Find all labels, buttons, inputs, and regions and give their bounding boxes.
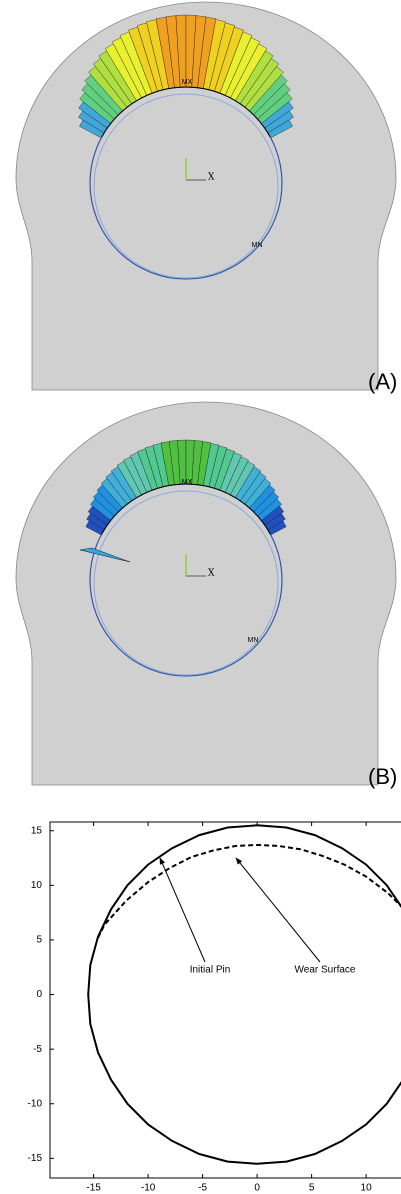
y-tick-label: 5	[36, 935, 42, 946]
annotation: Wear Surface	[295, 965, 356, 976]
annotation: Initial Pin	[190, 965, 231, 976]
y-tick-label: -5	[33, 1044, 42, 1055]
x-tick-label: 0	[254, 1183, 260, 1194]
panel-a: X MX MN (A)	[16, 2, 397, 394]
annotation-arrow	[160, 858, 205, 962]
panel-label: (A)	[368, 369, 397, 394]
x-tick-label: 10	[361, 1183, 373, 1194]
max-marker: MX	[182, 79, 193, 86]
y-tick-label: 15	[31, 825, 43, 836]
y-tick-label: 10	[31, 880, 43, 891]
axis-label: X	[208, 173, 215, 183]
x-tick-label: -10	[141, 1183, 156, 1194]
x-tick-label: -15	[86, 1183, 101, 1194]
min-marker: MN	[248, 637, 259, 644]
plot-area	[88, 825, 401, 1164]
figure: X MX MN (A) X MX MN (B) -15-10-50510-15-…	[0, 0, 401, 1194]
max-marker: MX	[182, 479, 193, 486]
y-tick-label: -15	[28, 1153, 43, 1164]
panel-b: X MX MN (B)	[16, 402, 397, 789]
annotation-arrow	[236, 858, 320, 962]
plot-frame	[50, 822, 401, 1178]
y-tick-label: -10	[28, 1098, 43, 1109]
series-line	[98, 845, 401, 938]
chart: -15 -10 -5 0 5 10 -15 -10 -5 0 5 10 15 Initial Pin Wea…	[28, 822, 401, 1194]
series-line	[88, 825, 401, 1164]
panel-label: (B)	[368, 764, 397, 789]
x-tick-label: 5	[309, 1183, 315, 1194]
y-tick-label: 0	[36, 989, 42, 1000]
min-marker: MN	[252, 242, 263, 249]
axis-label: X	[208, 569, 215, 579]
x-tick-label: -5	[198, 1183, 207, 1194]
